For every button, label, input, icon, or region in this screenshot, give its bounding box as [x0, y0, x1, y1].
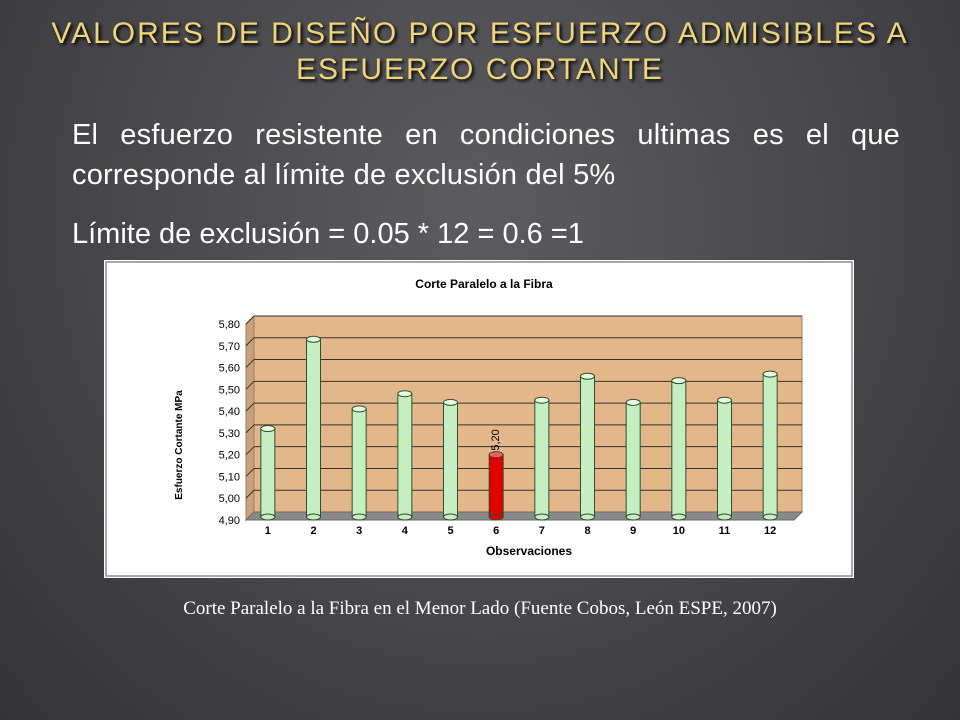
bar-base: [625, 513, 641, 521]
gridline-side: [245, 337, 255, 347]
y-tick-label: 5,80: [219, 319, 240, 331]
bar: [717, 399, 732, 518]
bar-base: [306, 513, 321, 521]
x-tick-label: 4: [402, 525, 409, 537]
bar-base: [260, 513, 276, 521]
bar-base: [580, 513, 595, 521]
x-tick-label: 1: [265, 525, 271, 537]
bar: [443, 401, 458, 518]
y-tick-label: 5,50: [219, 384, 240, 396]
bar: [397, 393, 413, 518]
bar-cap: [397, 390, 413, 398]
bar-cap: [306, 335, 321, 343]
gridline-side: [245, 315, 255, 325]
y-tick-label: 5,70: [219, 341, 240, 353]
bar-cap: [762, 370, 778, 378]
bar-cap: [443, 398, 458, 406]
gridline-side: [245, 359, 255, 368]
x-tick-label: 7: [539, 525, 545, 537]
x-tick-label: 12: [764, 525, 776, 537]
plot-area: 4,90 5,00 5,10 5,20 5,30 5,40 5,50 5,60 5,70 5,80…: [219, 314, 804, 537]
bar-base: [717, 513, 732, 521]
bar-cap: [260, 425, 276, 433]
x-tick-label: 3: [356, 525, 362, 537]
bar: [534, 399, 550, 518]
bar-base: [534, 513, 550, 521]
y-axis-label: Esfuerzo Cortante MPa: [174, 390, 185, 500]
gridline-side: [245, 446, 255, 456]
bar-cap: [534, 396, 550, 404]
bar-cap: [351, 405, 367, 413]
bar-cap: [671, 377, 687, 385]
bar: [260, 428, 276, 518]
slide-title: VALORES DE DISEÑO POR ESFUERZO ADMISIBLE…: [51, 17, 909, 86]
x-tick-label: 9: [630, 525, 636, 537]
x-axis-label: Observaciones: [486, 544, 572, 558]
gridline-side: [245, 468, 255, 477]
bar: [671, 380, 687, 518]
y-tick-label: 5,60: [219, 363, 240, 375]
x-tick-label: 11: [719, 525, 731, 537]
plot-background: [253, 315, 803, 513]
plot-floor: [244, 511, 804, 521]
chart-title: Corte Paralelo a la Fibra: [415, 277, 553, 291]
y-tick-label: 5,40: [219, 406, 240, 418]
gridline-side: [245, 489, 255, 499]
data-label: 5,20: [490, 429, 502, 450]
bar-cap: [580, 372, 595, 380]
bar-cap: [717, 396, 732, 404]
bar: [580, 375, 595, 518]
y-tick-label: 4,90: [219, 515, 240, 527]
chart-container: Corte Paralelo a la Fibra Observaciones …: [104, 260, 854, 578]
bar: [351, 408, 367, 518]
x-tick-label: 2: [310, 525, 316, 537]
y-tick-label: 5,10: [219, 471, 240, 483]
x-tick-label: 6: [493, 525, 499, 537]
bar-cap: [488, 451, 504, 459]
exclusion-formula: Límite de exclusión = 0.05 * 12 = 0.6 =1: [72, 218, 584, 250]
y-tick-label: 5,30: [219, 428, 240, 440]
bar-base: [488, 513, 504, 521]
y-tick-label: 5,20: [219, 450, 240, 462]
x-tick-label: 5: [447, 525, 453, 537]
gridline-side: [245, 402, 255, 412]
shear-stress-bar-chart: Corte Paralelo a la Fibra Observaciones …: [105, 261, 853, 577]
bar-cap: [625, 398, 641, 406]
bar: [306, 338, 321, 518]
bar-base: [671, 513, 687, 521]
bar-base: [397, 513, 413, 521]
bar-base: [351, 513, 367, 521]
gridline-side: [245, 380, 255, 390]
y-tick-label: 5,00: [219, 493, 240, 505]
plot-side-wall: [245, 314, 255, 522]
body-paragraph: El esfuerzo resistente en condiciones ul…: [72, 119, 900, 191]
highlight-bar: [488, 454, 504, 518]
x-tick-label: 10: [673, 525, 685, 537]
x-tick-label: 8: [584, 525, 590, 537]
bar: [762, 373, 778, 518]
bar: [625, 401, 641, 518]
gridline-side: [245, 424, 255, 434]
bar-base: [762, 513, 778, 521]
bar-base: [443, 513, 458, 521]
figure-caption: Corte Paralelo a la Fibra en el Menor La…: [183, 598, 777, 619]
